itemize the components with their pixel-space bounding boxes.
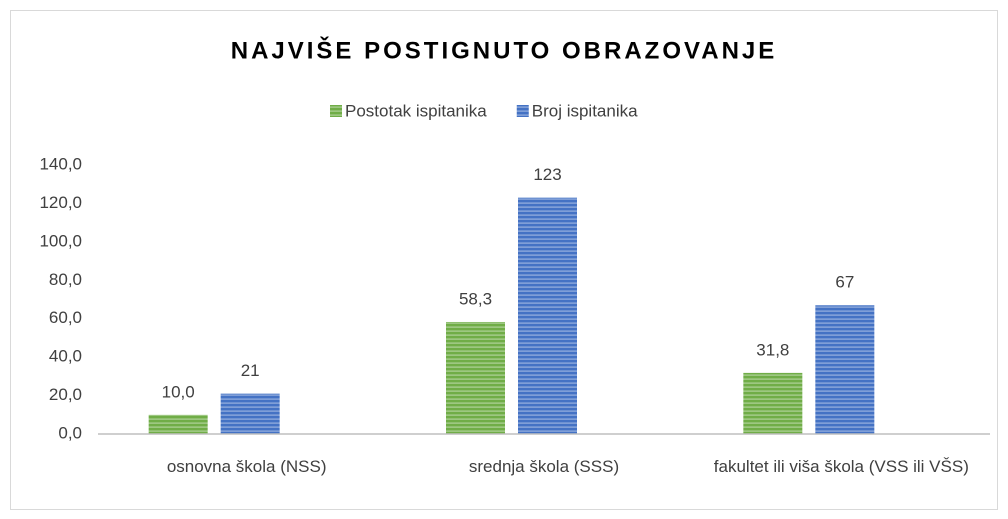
- y-tick-label: 0,0: [58, 423, 82, 442]
- data-label: 10,0: [162, 382, 195, 401]
- bar: [518, 197, 577, 434]
- y-tick-label: 100,0: [39, 231, 82, 250]
- y-tick-label: 80,0: [49, 270, 82, 289]
- data-label: 31,8: [756, 340, 789, 359]
- data-label: 67: [835, 273, 854, 292]
- bar: [220, 393, 280, 434]
- data-label: 123: [533, 165, 561, 184]
- bar: [815, 305, 875, 434]
- x-tick-label: fakultet ili viša škola (VSS ili VŠS): [713, 457, 969, 476]
- bar: [148, 414, 208, 434]
- x-tick-label: osnovna škola (NSS): [166, 457, 327, 476]
- data-label: 21: [241, 361, 260, 380]
- chart-title: NAJVIŠE POSTIGNUTO OBRAZOVANJE: [231, 36, 778, 64]
- y-tick-label: 140,0: [39, 154, 82, 173]
- legend-swatch: [330, 105, 342, 117]
- x-tick-label: srednja škola (SSS): [468, 457, 620, 476]
- legend-label: Broj ispitanika: [532, 101, 638, 120]
- legend-swatch: [516, 105, 529, 117]
- y-tick-label: 60,0: [49, 308, 82, 327]
- y-tick-label: 40,0: [49, 347, 82, 366]
- y-tick-label: 120,0: [39, 193, 82, 212]
- bar: [743, 372, 803, 434]
- data-label: 58,3: [459, 289, 492, 308]
- bar: [446, 321, 505, 434]
- y-tick-label: 20,0: [49, 385, 82, 404]
- legend-label: Postotak ispitanika: [345, 101, 487, 120]
